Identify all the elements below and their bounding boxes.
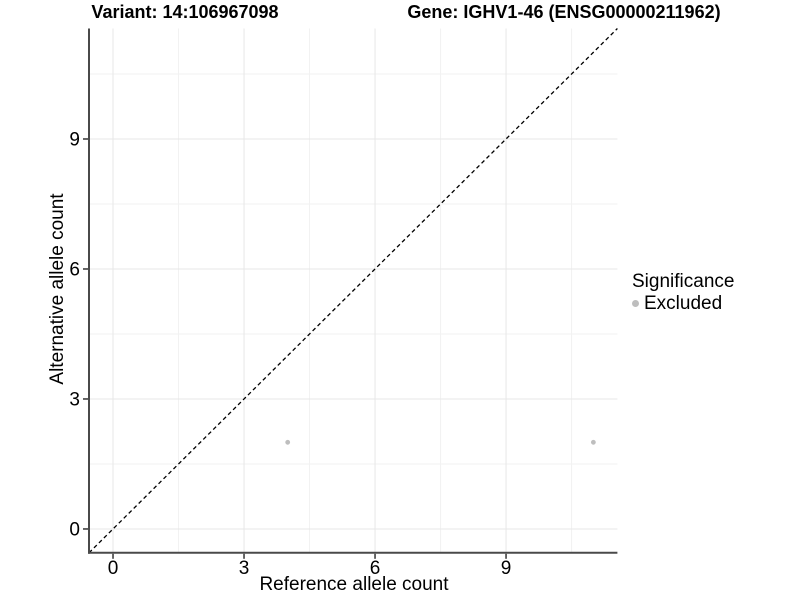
gene-title: Gene: IGHV1-46 (ENSG00000211962) xyxy=(407,2,721,22)
x-tick-label: 0 xyxy=(108,558,119,579)
circle-marker-icon xyxy=(632,300,639,308)
legend: Significance Excluded xyxy=(632,271,734,315)
data-point xyxy=(590,439,596,445)
data-point xyxy=(285,439,291,445)
x-tick-label: 6 xyxy=(370,558,381,579)
y-tick-label: 3 xyxy=(69,389,80,410)
y-tick-label: 6 xyxy=(69,259,80,280)
identity-line xyxy=(88,28,618,554)
legend-title: Significance xyxy=(632,271,735,292)
y-axis-title: Alternative allele count xyxy=(47,193,68,385)
variant-title: Variant: 14:106967098 xyxy=(91,2,279,22)
y-tick-label: 0 xyxy=(69,519,80,540)
legend-item-label: Excluded xyxy=(644,292,723,314)
x-axis-title: Reference allele count xyxy=(259,574,449,595)
y-tick-label: 9 xyxy=(69,129,80,150)
legend-item-excluded: Excluded xyxy=(632,293,734,315)
x-tick-label: 3 xyxy=(239,558,250,579)
x-tick-label: 9 xyxy=(501,558,512,579)
